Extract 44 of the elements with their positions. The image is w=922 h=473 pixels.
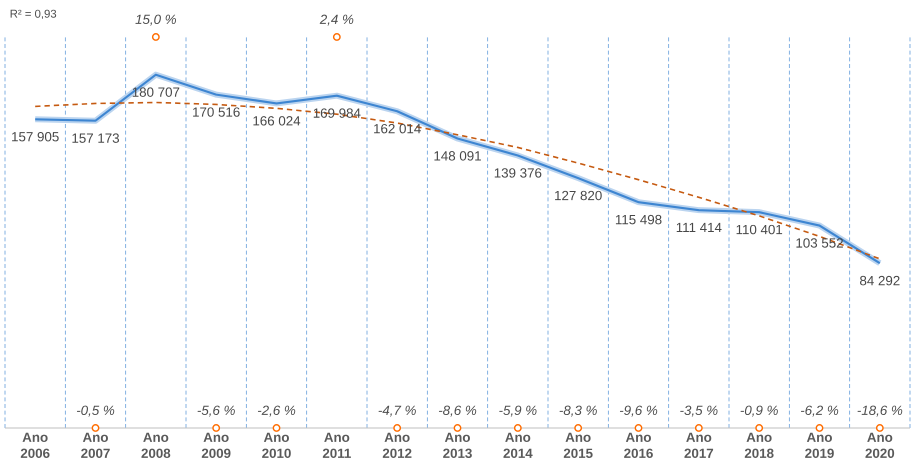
x-tick-label: Ano 2017 xyxy=(684,432,714,458)
annotation: -0,9 % xyxy=(740,406,778,417)
annotation: -8,6 % xyxy=(438,406,476,417)
data-label: 170 516 xyxy=(193,107,240,117)
data-label: 169 984 xyxy=(314,108,361,118)
x-tick-label: Ano 2015 xyxy=(564,432,593,458)
x-tick-label: Ano 2012 xyxy=(382,432,412,458)
data-label: 162 014 xyxy=(374,124,421,134)
data-label: 110 401 xyxy=(736,224,782,234)
annotation: -4,7 % xyxy=(378,406,416,417)
annotation: -8,3 % xyxy=(560,406,597,417)
x-tick-label: Ano 2007 xyxy=(81,432,110,458)
annotation: -18,6 % xyxy=(858,406,902,417)
data-label: 148 091 xyxy=(434,151,481,161)
x-tick-label: Ano 2016 xyxy=(624,432,653,458)
data-label: 115 498 xyxy=(616,214,662,224)
data-label: 166 024 xyxy=(253,116,300,126)
x-tick-label: Ano 2008 xyxy=(141,432,170,458)
x-tick-label: Ano 2019 xyxy=(805,432,834,458)
data-label: 157 173 xyxy=(72,133,120,143)
x-tick-label: Ano 2011 xyxy=(322,432,351,458)
data-label: 127 820 xyxy=(555,190,602,200)
x-tick-label: Ano 2014 xyxy=(503,432,533,458)
text: R² = 0,93 xyxy=(10,10,56,20)
data-label: 139 376 xyxy=(494,168,542,178)
x-tick-label: Ano 2013 xyxy=(443,432,472,458)
annotation: -5,9 % xyxy=(499,406,537,417)
annotation: -0,5 % xyxy=(76,406,114,417)
data-label: 180 707 xyxy=(132,87,180,97)
x-tick-label: Ano 2006 xyxy=(20,432,50,458)
x-tick-label: Ano 2009 xyxy=(202,432,230,458)
annotation: -2,6 % xyxy=(258,406,296,417)
data-label: 84 292 xyxy=(860,276,900,286)
x-tick-label: Ano 2018 xyxy=(744,432,774,458)
annotation: 2,4 % xyxy=(320,14,354,26)
annotation: -6,2 % xyxy=(800,406,838,417)
annotation: -9,6 % xyxy=(620,406,658,417)
data-label: 157 905 xyxy=(12,132,59,142)
annotation: -5,6 % xyxy=(198,406,235,417)
annotation: -3,5 % xyxy=(680,406,718,417)
x-tick-label: Ano 2010 xyxy=(262,432,291,458)
annotation: 15,0 % xyxy=(135,14,176,26)
x-tick-label: Ano 2020 xyxy=(865,432,894,458)
data-label: 111 414 xyxy=(676,222,722,232)
